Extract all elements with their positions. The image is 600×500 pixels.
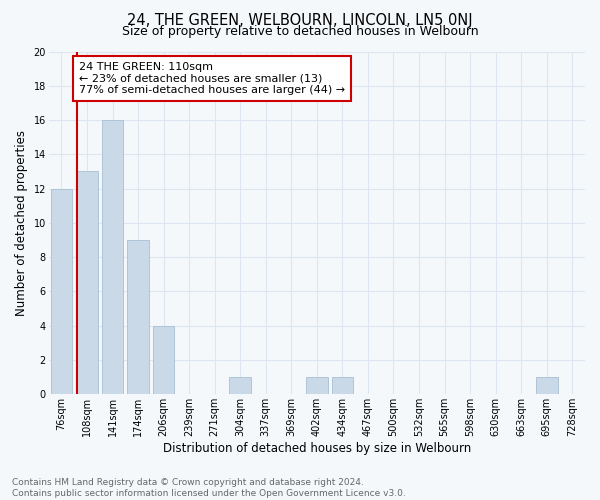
Text: 24, THE GREEN, WELBOURN, LINCOLN, LN5 0NJ: 24, THE GREEN, WELBOURN, LINCOLN, LN5 0N… xyxy=(127,12,473,28)
Bar xyxy=(101,120,124,394)
Bar xyxy=(229,377,251,394)
Bar xyxy=(536,377,557,394)
Bar xyxy=(332,377,353,394)
Bar xyxy=(127,240,149,394)
Bar xyxy=(153,326,175,394)
Text: Size of property relative to detached houses in Welbourn: Size of property relative to detached ho… xyxy=(122,25,478,38)
Bar xyxy=(76,172,98,394)
Text: 24 THE GREEN: 110sqm
← 23% of detached houses are smaller (13)
77% of semi-detac: 24 THE GREEN: 110sqm ← 23% of detached h… xyxy=(79,62,345,95)
Bar xyxy=(50,188,73,394)
Y-axis label: Number of detached properties: Number of detached properties xyxy=(15,130,28,316)
Text: Contains HM Land Registry data © Crown copyright and database right 2024.
Contai: Contains HM Land Registry data © Crown c… xyxy=(12,478,406,498)
X-axis label: Distribution of detached houses by size in Welbourn: Distribution of detached houses by size … xyxy=(163,442,471,455)
Bar xyxy=(306,377,328,394)
